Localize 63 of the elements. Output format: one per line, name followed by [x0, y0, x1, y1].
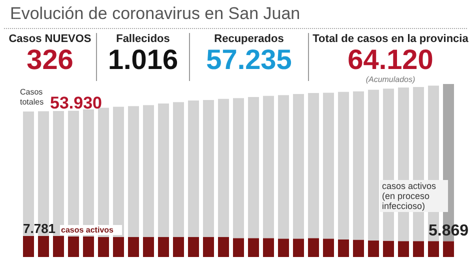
bar: [293, 94, 304, 239]
bar: [128, 237, 139, 257]
bar: [398, 241, 409, 257]
bar: [338, 239, 349, 257]
bar: [308, 92, 319, 238]
text: 57.235: [206, 44, 292, 75]
series-label: casos activos: [61, 226, 114, 234]
bar: [23, 236, 34, 257]
bar: [143, 105, 154, 238]
bar: [368, 240, 379, 257]
annotation: casos activos (en proceso infeccioso): [382, 181, 439, 211]
text: Evolución de coronavirus en San Juan: [10, 4, 300, 24]
bar: [113, 106, 124, 238]
series-label: Casos totales: [20, 88, 45, 106]
bar: [413, 241, 424, 257]
bar: [278, 95, 289, 239]
bar: [158, 237, 169, 257]
bar: [188, 100, 199, 238]
text: 64.120: [348, 44, 434, 75]
bar: [203, 237, 214, 257]
bar: [158, 103, 169, 238]
bar: [248, 97, 259, 238]
bar: [443, 241, 454, 257]
bar: [248, 238, 259, 257]
bar: [113, 237, 124, 257]
bar: [293, 238, 304, 257]
data-label: 5.869: [428, 222, 469, 240]
bar: [188, 237, 199, 257]
bar: [233, 98, 244, 238]
bar: [338, 92, 349, 240]
bar: [263, 96, 274, 238]
bar: [323, 92, 334, 239]
bar: [173, 102, 184, 238]
bar: [173, 237, 184, 257]
bar: [83, 236, 94, 257]
text: 1.016: [108, 44, 178, 75]
category-label: Casos NUEVOS: [8, 33, 92, 45]
category-label: Recuperados: [213, 33, 285, 45]
bar: [233, 238, 244, 257]
bar: [218, 237, 229, 257]
bar: [203, 100, 214, 238]
bar: [263, 238, 274, 257]
total-label: 53.930: [50, 93, 102, 112]
text: 326: [26, 44, 74, 75]
annotation: (Acumulados): [364, 75, 416, 84]
bar: [68, 236, 79, 257]
bar: [368, 90, 379, 241]
bar: [323, 238, 334, 257]
bar: [98, 237, 109, 257]
bar: [383, 240, 394, 257]
bar: [308, 238, 319, 257]
bar: [143, 237, 154, 257]
bar: [353, 240, 364, 257]
category-label: Total de casos en la provincia: [312, 33, 470, 45]
bar: [38, 236, 49, 257]
bar: [218, 98, 229, 238]
bar: [53, 236, 64, 257]
category-label: Fallecidos: [115, 33, 171, 45]
data-label: 7.781: [23, 221, 56, 236]
bar: [278, 238, 289, 257]
bar: [428, 241, 439, 257]
bar: [353, 91, 364, 240]
bar: [128, 106, 139, 238]
